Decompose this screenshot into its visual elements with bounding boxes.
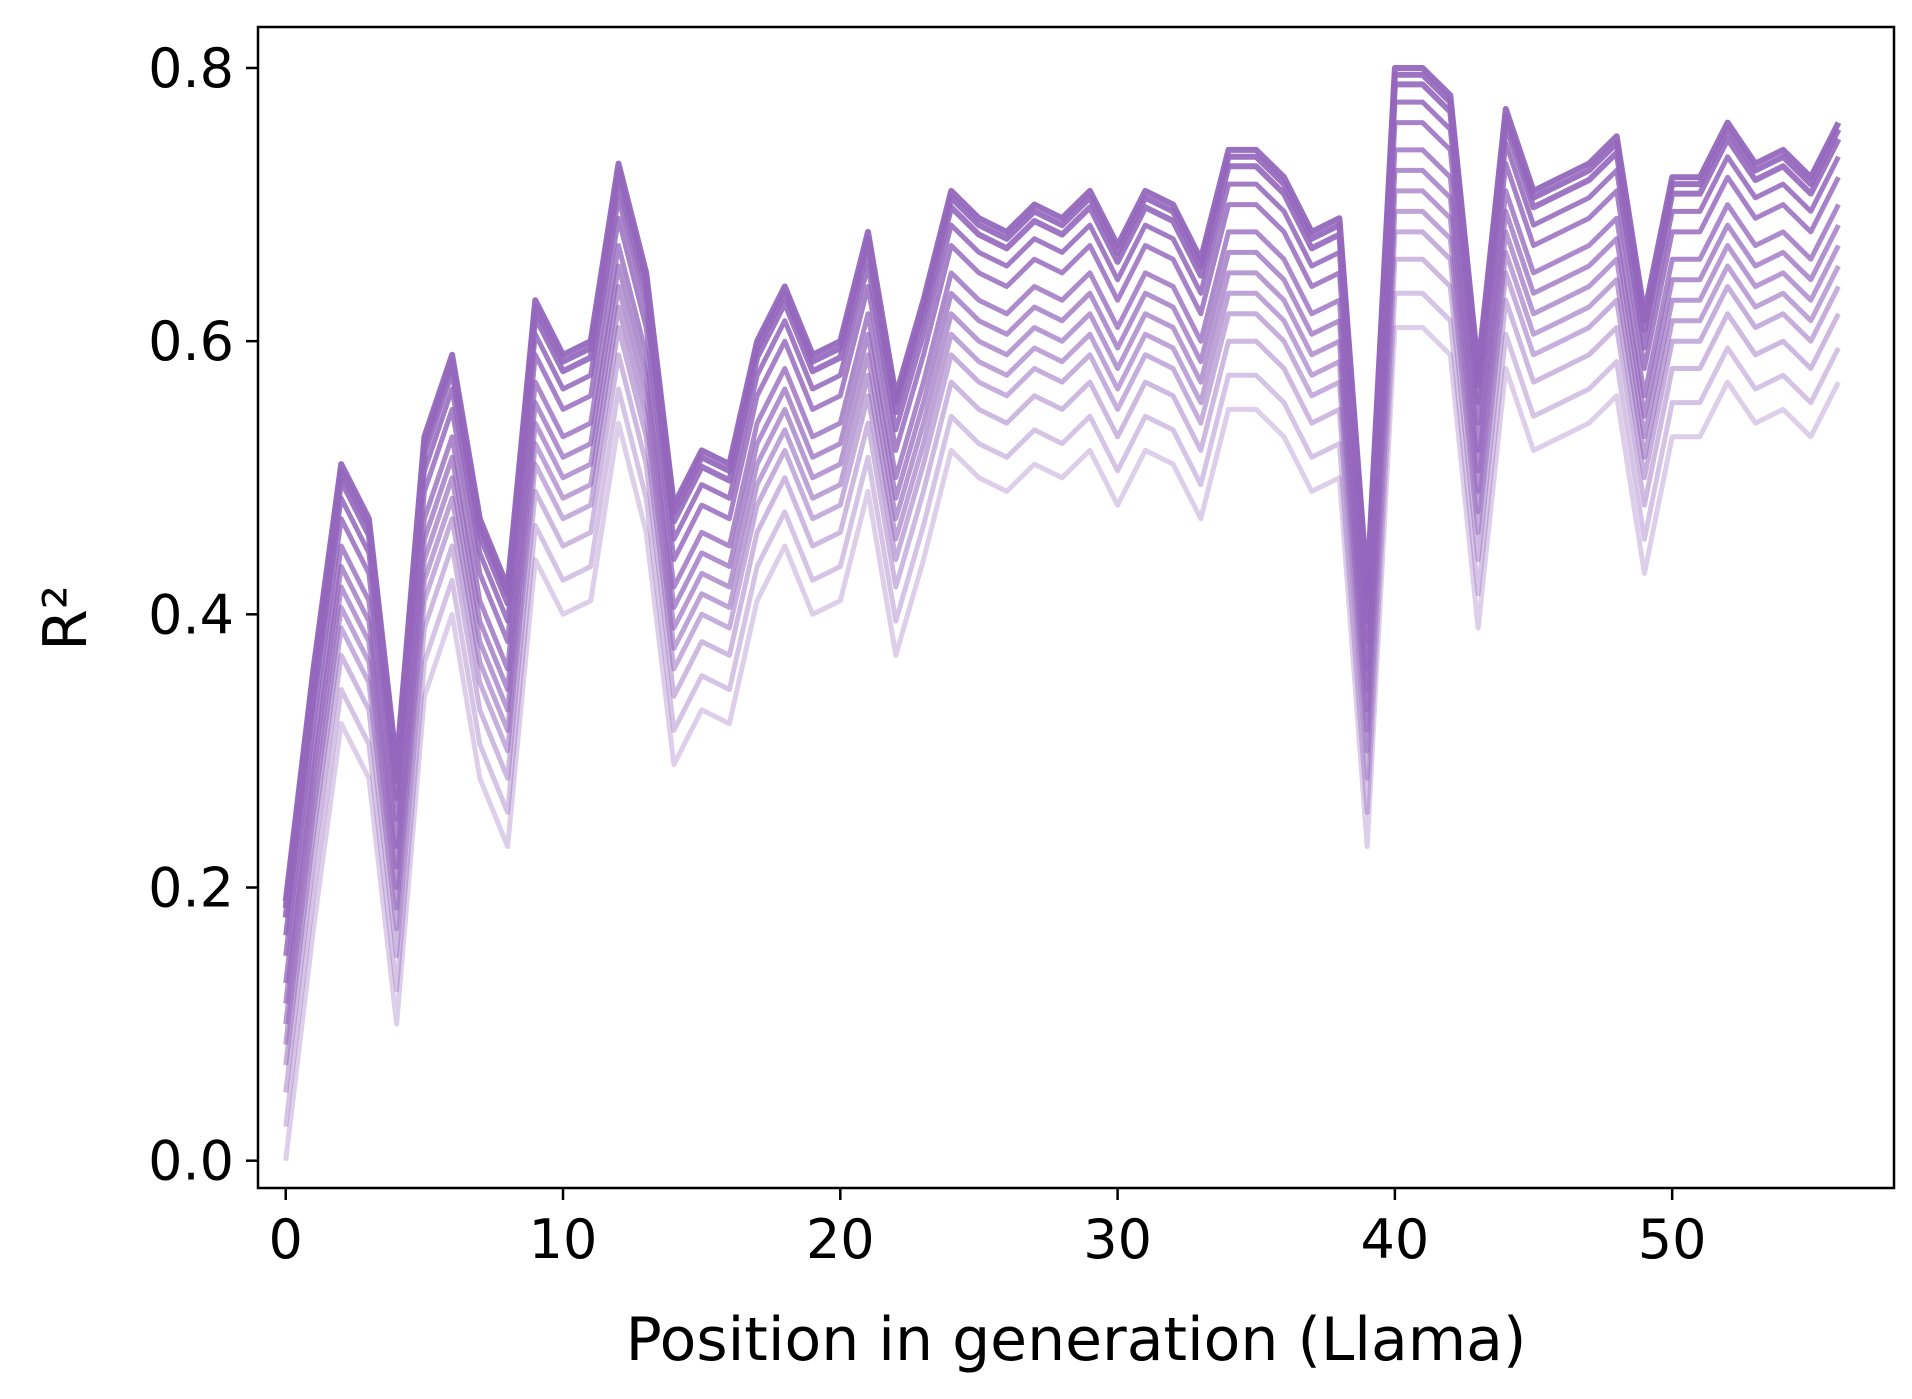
- y-axis-label: R²: [31, 585, 101, 651]
- y-axis: 0.0 0.2 0.4 0.6 0.8: [148, 37, 258, 1193]
- x-axis-label: Position in generation (Llama): [626, 1305, 1527, 1375]
- series-line-layer-9: [283, 208, 1841, 1045]
- x-tick-label: 30: [1083, 1208, 1152, 1271]
- x-axis: 0 10 20 30 40 50: [269, 1188, 1707, 1271]
- y-tick-label: 0.4: [148, 583, 234, 646]
- series-line-layer-1: [282, 65, 1842, 902]
- y-tick-label: 0.2: [148, 857, 234, 920]
- y-tick-label: 0.6: [148, 310, 234, 373]
- series-line-layer-6: [283, 147, 1841, 984]
- series-line-layer-5: [283, 120, 1841, 957]
- series-line-layer-4: [283, 99, 1841, 936]
- series-line-layer-3: [282, 81, 1842, 918]
- series-line-layer-13: [283, 325, 1841, 1161]
- series-layer: [282, 65, 1842, 1161]
- x-tick-label: 40: [1361, 1208, 1430, 1271]
- y-tick-label: 0.0: [148, 1130, 234, 1193]
- series-line-layer-8: [283, 188, 1841, 1025]
- x-tick-label: 50: [1638, 1208, 1707, 1271]
- x-tick-label: 10: [529, 1208, 598, 1271]
- series-line-layer-7: [283, 167, 1841, 1004]
- x-tick-label: 0: [269, 1208, 303, 1271]
- series-line-layer-12: [283, 290, 1841, 1127]
- series-line-layer-11: [283, 256, 1841, 1093]
- series-line-layer-10: [283, 229, 1841, 1066]
- plot-frame: [256, 25, 1896, 1190]
- x-tick-label: 20: [806, 1208, 875, 1271]
- series-line-layer-2: [282, 71, 1842, 909]
- y-tick-label: 0.8: [148, 37, 234, 100]
